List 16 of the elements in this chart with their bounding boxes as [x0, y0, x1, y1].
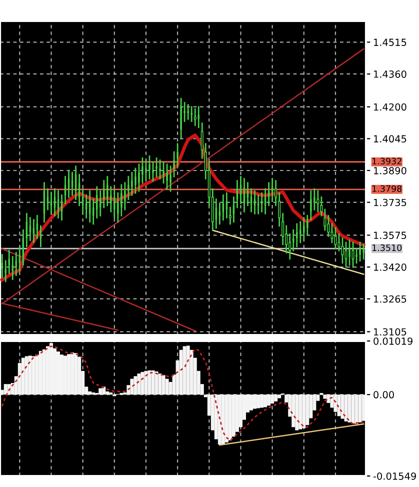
- y-tick-label: 1.4045: [374, 135, 406, 143]
- ref-line-label: 1.3932: [372, 158, 402, 164]
- y-tick-label: 1.4200: [374, 103, 406, 111]
- y-tick-label: 1.3105: [374, 328, 406, 336]
- ref-line-label: 1.3510: [372, 244, 402, 252]
- y-tick-label: -0.01549: [373, 472, 416, 480]
- y-tick-label: 1.4360: [374, 70, 406, 78]
- y-tick-label: 1.3575: [374, 232, 406, 240]
- y-tick-label: 0.01019: [374, 337, 412, 345]
- y-tick-label: 1.3420: [374, 264, 406, 271]
- y-tick-label: 0.00: [374, 391, 394, 398]
- y-tick-label: 1.3735: [374, 198, 406, 206]
- y-tick-label: 1.4515: [374, 38, 406, 46]
- y-tick-label: 1.3265: [374, 295, 406, 303]
- ref-line-label: 1.3798: [372, 185, 402, 192]
- y-tick-label: 1.3890: [374, 166, 406, 174]
